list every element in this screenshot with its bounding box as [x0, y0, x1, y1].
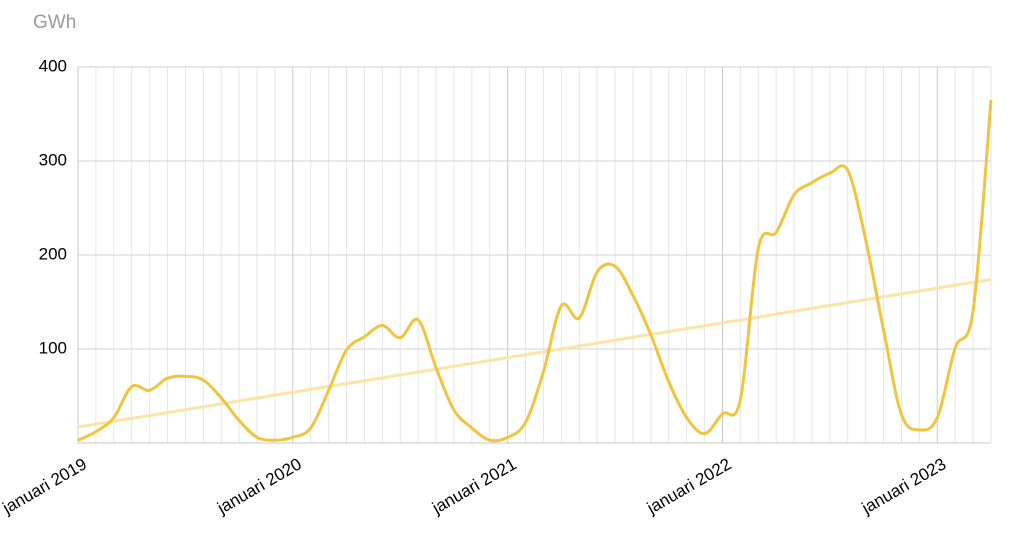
y-tick-label: 400 — [39, 56, 67, 75]
x-tick-label: januari 2021 — [428, 454, 519, 518]
x-tick-label: januari 2023 — [858, 454, 949, 518]
x-tick-label: januari 2020 — [213, 454, 304, 518]
data-line — [77, 99, 993, 443]
x-tick-label: januari 2019 — [0, 454, 90, 518]
y-tick-label: 300 — [39, 150, 67, 169]
x-tick-label: januari 2022 — [643, 454, 734, 518]
y-tick-label: 100 — [39, 338, 67, 357]
y-axis-label: GWh — [33, 12, 76, 33]
y-tick-label: 200 — [39, 244, 67, 263]
trend-line — [77, 277, 992, 429]
